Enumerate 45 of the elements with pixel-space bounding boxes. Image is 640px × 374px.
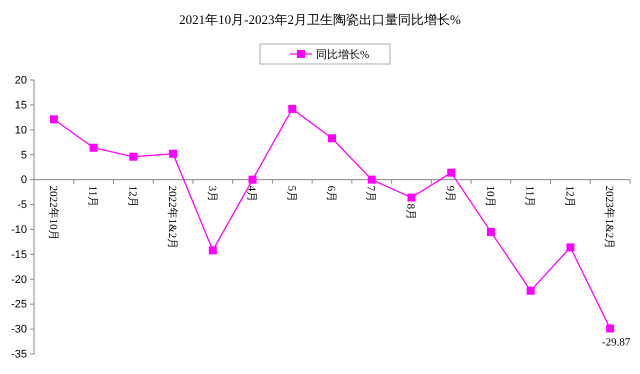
x-tick-label: 12月: [563, 186, 576, 208]
x-tick-label: 9月: [444, 186, 456, 202]
y-tick-label: -15: [11, 248, 27, 261]
point: [328, 134, 336, 142]
x-tick-label: 2022年10月: [46, 186, 59, 241]
point: [208, 246, 217, 254]
y-tick-label: 15: [14, 99, 27, 112]
x-tick-label: 4月: [246, 186, 258, 202]
y-tick-label: 20: [14, 74, 27, 87]
data-label: -29.87: [602, 336, 631, 348]
x-tick-label: 12月: [126, 186, 138, 208]
point: [526, 286, 535, 295]
point: [368, 176, 376, 184]
x-tick-label: 6月: [325, 186, 337, 202]
y-tick-label: -25: [11, 298, 27, 311]
point: [447, 168, 456, 177]
point: [169, 150, 178, 158]
y-tick-label: -30: [11, 324, 27, 336]
x-tick-label: 8月: [404, 204, 416, 220]
y-tick-label: -20: [11, 274, 27, 286]
x-tick-label: 10月: [484, 186, 496, 208]
point: [566, 243, 574, 252]
y-tick-label: 0: [20, 174, 27, 186]
point: [50, 115, 58, 124]
point: [486, 228, 495, 236]
y-tick-label: 5: [20, 149, 27, 162]
point: [288, 104, 296, 113]
x-tick-label: 11月: [86, 186, 99, 208]
x-tick-label: 2022年1&2月: [166, 186, 178, 250]
point: [90, 144, 98, 152]
x-tick-label: 11月: [524, 186, 536, 208]
point: [606, 324, 614, 332]
x-tick-label: 3月: [206, 186, 218, 202]
y-tick-label: -10: [11, 224, 27, 236]
x-tick-label: 7月: [364, 186, 377, 202]
y-tick-label: 10: [14, 124, 27, 136]
point: [129, 152, 138, 161]
legend-label: 同比增长%: [316, 48, 370, 61]
chart-title: 2021年10月-2023年2月卫生陶瓷出口量同比增长%: [179, 12, 461, 27]
point: [248, 176, 257, 184]
y-tick-label: -5: [17, 199, 27, 212]
x-tick-label: 5月: [285, 186, 298, 202]
y-tick-label: -35: [11, 348, 27, 361]
point: [407, 194, 416, 202]
x-tick-label: 2023年1&2月: [603, 186, 616, 250]
